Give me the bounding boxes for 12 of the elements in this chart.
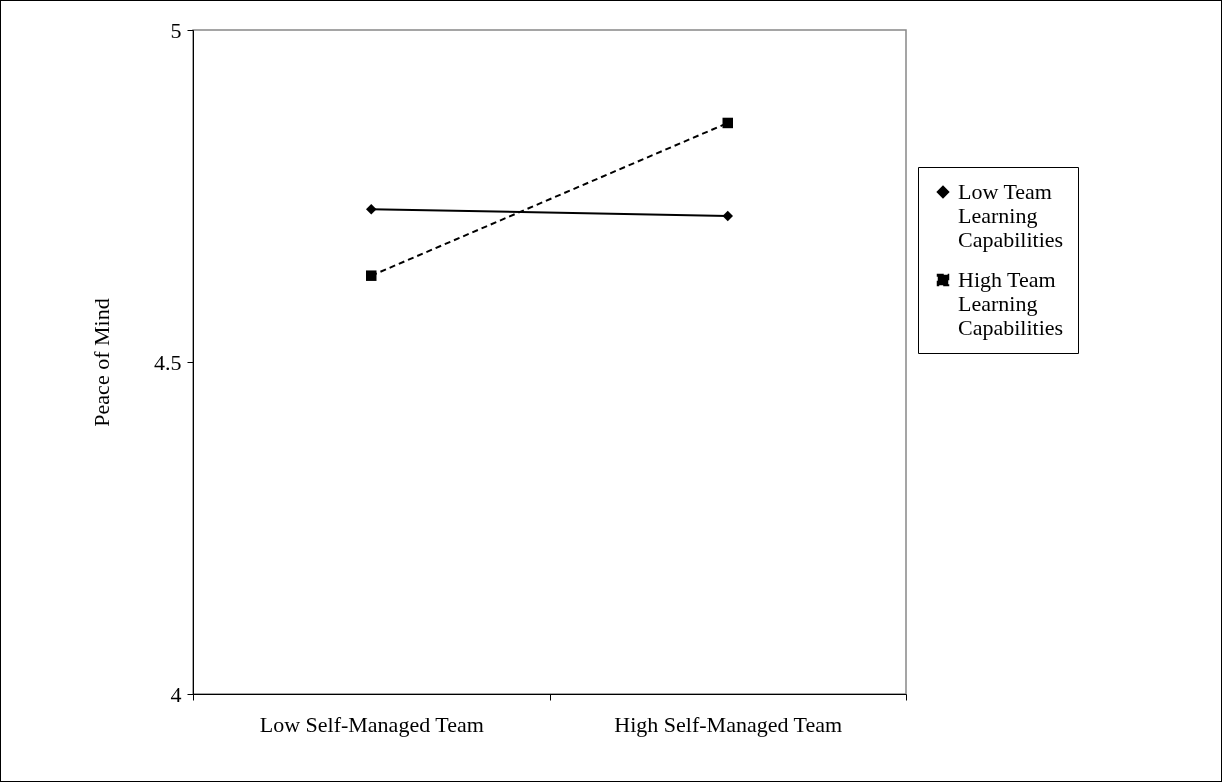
legend-label: Low Team Learning Capabilities [958,179,1064,252]
legend-label: High Team Learning Capabilities [958,267,1064,340]
point [366,270,377,281]
point [366,204,377,215]
y-axis-title: Peace of Mind [89,298,114,427]
point [722,117,733,129]
x-tick-label: High Self-Managed Team [614,711,843,737]
y-tick-label: 4.5 [154,349,182,375]
y-tick-label: 5 [170,17,182,43]
y-tick-label: 4 [170,681,182,707]
x-tick-label: Low Self-Managed Team [259,711,484,737]
point [722,210,733,222]
